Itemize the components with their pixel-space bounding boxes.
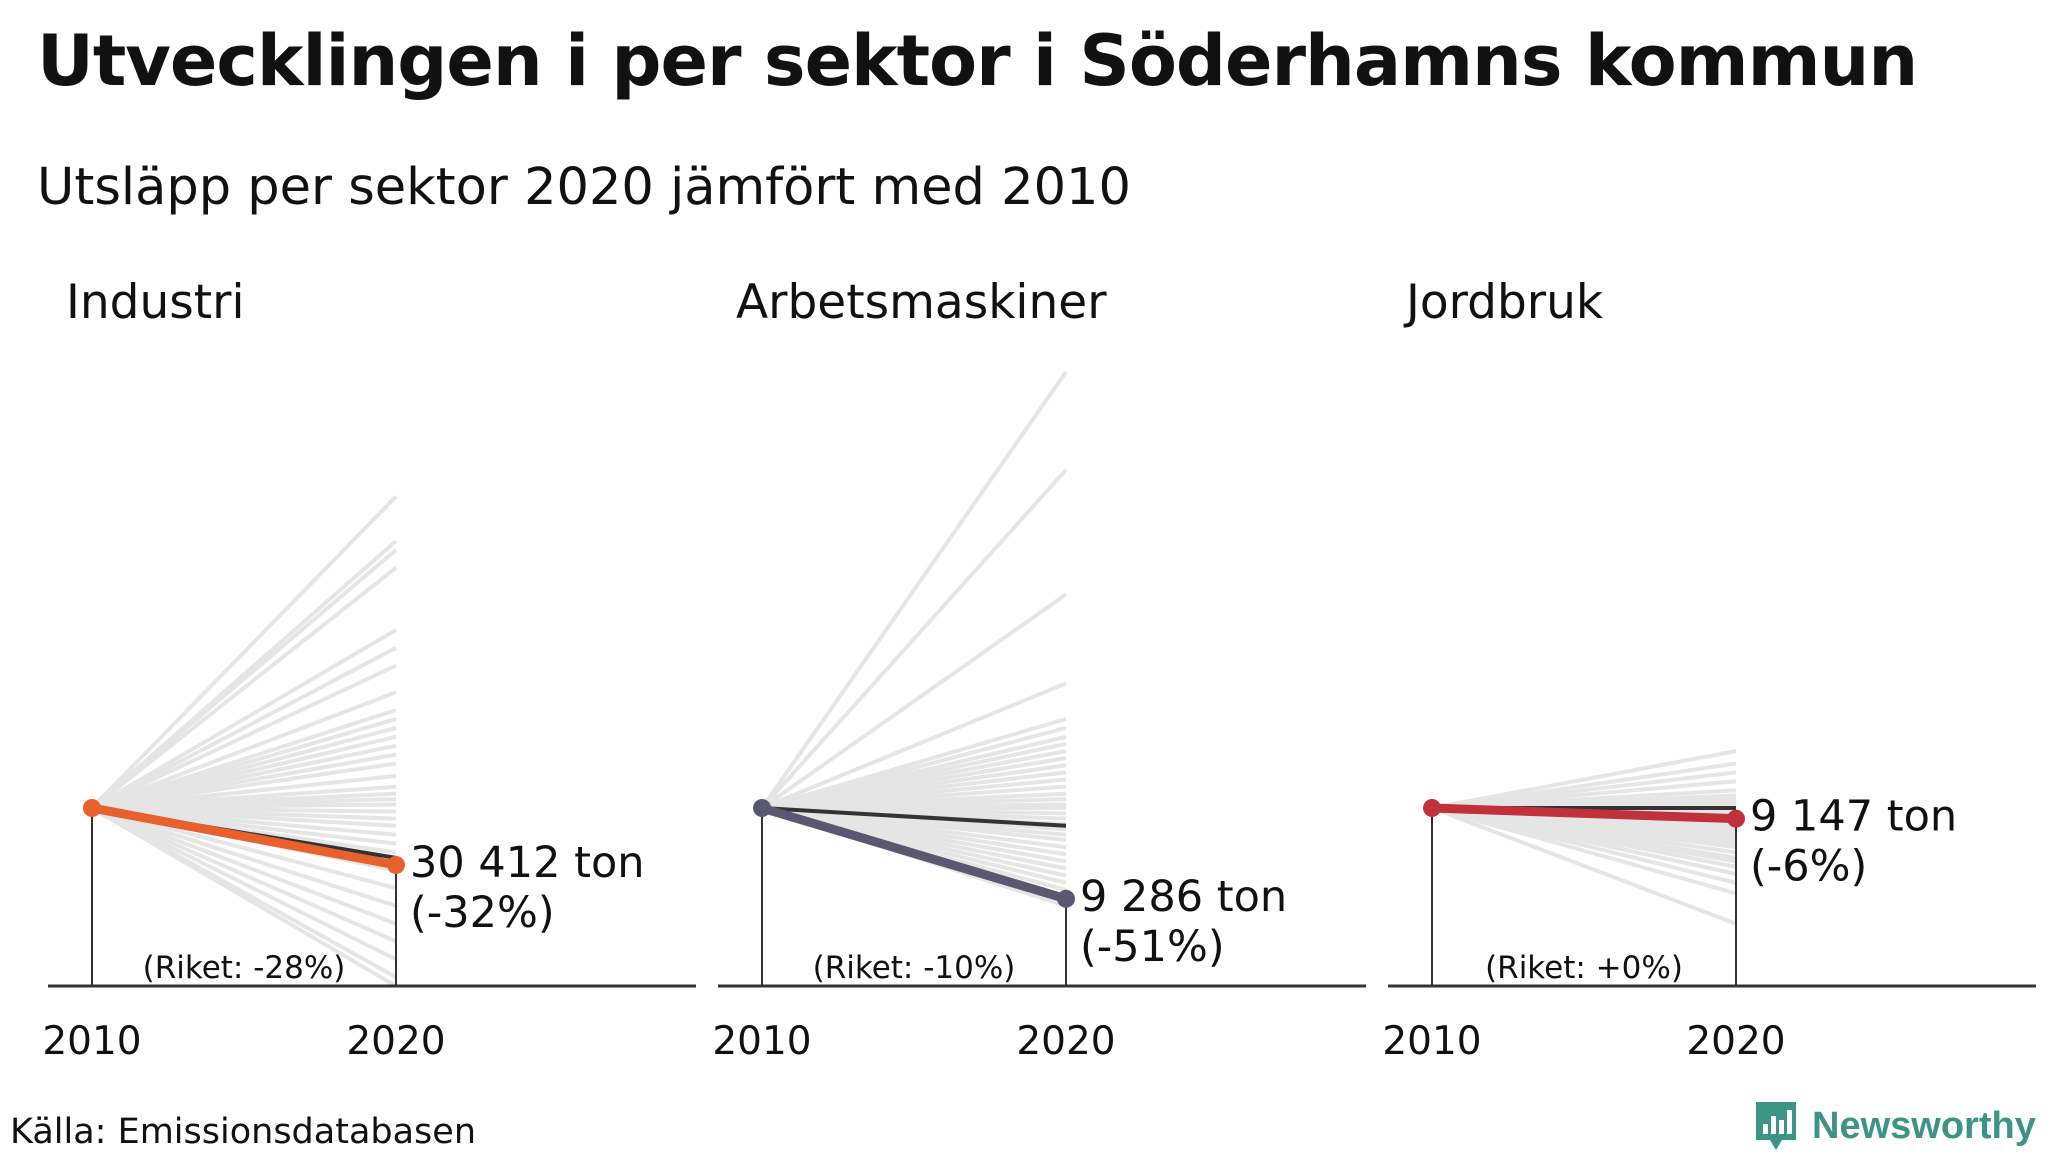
soderhamn-line xyxy=(87,803,401,870)
panel-title: Industri xyxy=(66,275,245,330)
change-label: (-32%) xyxy=(410,888,555,938)
x-tick-label-2010: 2010 xyxy=(42,1019,141,1064)
national-label: (Riket: +0%) xyxy=(1485,950,1683,986)
other-municipality-line xyxy=(90,806,398,988)
other-municipality-line xyxy=(1431,806,1737,926)
chart-subtitle: Utsläpp per sektor 2020 jämfört med 2010 xyxy=(37,158,1131,217)
source-note: Källa: Emissionsdatabasen xyxy=(10,1112,477,1152)
other-municipality-line xyxy=(91,761,397,810)
other-municipality-line xyxy=(91,806,397,944)
other-municipality-line xyxy=(90,548,398,810)
soderhamn-point-2020 xyxy=(1057,889,1075,908)
sector-panel-2: Arbetsmaskiner 9 286 ton(-51%) (Riket: -10… xyxy=(712,275,1366,1064)
soderhamn-line xyxy=(1427,803,1741,824)
value-label: 9 286 ton xyxy=(1080,872,1287,922)
national-label: (Riket: -10%) xyxy=(813,950,1016,986)
soderhamn-point-2020 xyxy=(387,855,405,874)
other-municipality-line xyxy=(90,628,398,810)
soderhamn-point-2010 xyxy=(83,799,101,817)
national-line xyxy=(761,806,1067,828)
sector-panel-3: Jordbruk 9 147 ton(-6%) (Riket: +0%)2010 20… xyxy=(1382,275,2036,1064)
soderhamn-point-2010 xyxy=(1423,799,1441,817)
brand: Newsworthy xyxy=(1752,1098,2036,1154)
other-municipality-line xyxy=(91,663,397,810)
other-municipality-line xyxy=(91,690,397,810)
change-label: (-51%) xyxy=(1080,922,1225,972)
sector-panel-1: Industri 30 412 ton(-32%) (Riket: -28%)201… xyxy=(42,275,696,1064)
other-municipality-line xyxy=(760,592,1068,810)
other-municipality-line xyxy=(1431,749,1737,810)
other-municipality-line xyxy=(90,495,398,810)
brand-name: Newsworthy xyxy=(1812,1104,2036,1147)
x-tick-label-2020: 2020 xyxy=(1686,1019,1785,1064)
value-label: 30 412 ton xyxy=(410,838,645,888)
x-tick-label-2020: 2020 xyxy=(346,1019,445,1064)
other-municipality-line xyxy=(90,566,398,810)
other-municipality-line xyxy=(761,681,1067,810)
national-label: (Riket: -28%) xyxy=(143,950,346,986)
newsworthy-logo-icon xyxy=(1756,1102,1796,1150)
other-municipality-line xyxy=(91,806,397,962)
value-label: 9 147 ton xyxy=(1750,792,1957,842)
chart-title: Utvecklingen i per sektor i Söderhamns k… xyxy=(37,20,1918,102)
other-municipality-line xyxy=(91,806,397,908)
soderhamn-line xyxy=(757,803,1071,904)
x-tick-label-2020: 2020 xyxy=(1016,1019,1115,1064)
other-municipality-line xyxy=(760,370,1068,810)
panel-title: Arbetsmaskiner xyxy=(736,275,1107,330)
other-municipality-line xyxy=(91,646,397,810)
other-municipality-line xyxy=(1431,806,1737,896)
other-municipality-line xyxy=(91,806,397,926)
panel-title: Jordbruk xyxy=(1403,275,1604,330)
x-tick-label-2010: 2010 xyxy=(1382,1019,1481,1064)
other-municipality-line xyxy=(760,468,1068,810)
x-tick-label-2010: 2010 xyxy=(712,1019,811,1064)
soderhamn-point-2010 xyxy=(753,799,771,817)
change-label: (-6%) xyxy=(1750,842,1867,892)
soderhamn-point-2020 xyxy=(1727,809,1745,828)
